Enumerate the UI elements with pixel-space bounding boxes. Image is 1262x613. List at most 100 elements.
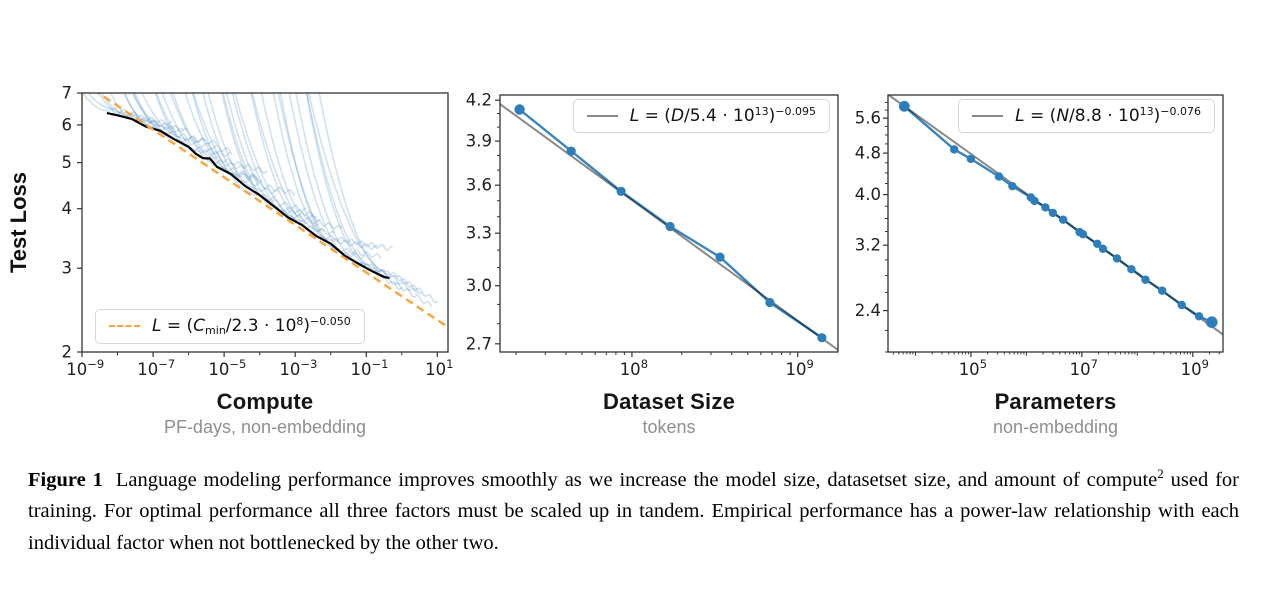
- y-axis-label: Test Loss: [6, 172, 31, 273]
- fit-line: [96, 93, 448, 329]
- data-point: [1127, 265, 1136, 274]
- y-tick-label: 3: [62, 259, 73, 278]
- x-tick-label: 10−1: [351, 357, 389, 379]
- gray-line-sample: [586, 114, 618, 117]
- figure-number: Figure 1: [28, 468, 103, 491]
- params-fit-legend: L = (N/8.8 · 1013)−0.076: [958, 99, 1215, 133]
- orange-dashed-line-sample: [109, 325, 140, 327]
- y-tick-label: 3.3: [466, 224, 492, 243]
- training-curve: [277, 93, 366, 260]
- training-curve: [260, 93, 335, 236]
- data-point: [898, 100, 910, 112]
- y-tick-label: 5.6: [855, 109, 881, 128]
- training-curve: [169, 93, 260, 181]
- training-curve: [251, 93, 393, 251]
- training-curve: [279, 93, 382, 260]
- training-curve: [307, 93, 438, 304]
- compute-loss-chart: 10−9 10−7 10−5 10−3 10−1 101 2 3 4 5 6 7 Test Loss: [6, 84, 453, 380]
- data-point: [715, 252, 725, 262]
- plot-area: [82, 93, 448, 329]
- data-point: [1112, 254, 1122, 263]
- data-point: [817, 333, 827, 343]
- training-curve: [272, 93, 378, 250]
- params-axis-title: Parameters: [994, 389, 1117, 414]
- x-axis: 108 109: [515, 352, 814, 379]
- training-curve: [184, 93, 263, 183]
- y-axis: 2 3 4 5 6 7: [62, 84, 82, 362]
- compute-fit-legend: L = (Cmin/2.3 · 108)−0.050: [95, 309, 365, 344]
- plot-border: [81, 92, 449, 353]
- training-curve: [141, 93, 206, 144]
- caption-superscript: 2: [1157, 466, 1164, 481]
- params-fit-equation: L = (N/8.8 · 1013)−0.076: [1015, 105, 1201, 126]
- data-point: [1158, 286, 1167, 295]
- y-tick-label: 6: [62, 115, 73, 134]
- dataset-fit-equation: L = (D/5.4 · 1013)−0.095: [629, 105, 816, 126]
- y-tick-label: 4: [62, 199, 73, 218]
- data-point: [1093, 239, 1102, 248]
- data-point: [1078, 230, 1088, 239]
- x-tick-label: 10−7: [137, 357, 175, 379]
- training-curve: [109, 93, 153, 126]
- data-point: [994, 172, 1004, 181]
- training-curve: [202, 93, 296, 197]
- data-point: [514, 104, 525, 115]
- dataset-fit-legend: L = (D/5.4 · 1013)−0.095: [572, 99, 830, 133]
- envelope-line: [106, 112, 390, 280]
- data-point: [1030, 196, 1039, 206]
- training-curve: [306, 93, 418, 295]
- training-curve: [124, 93, 174, 134]
- data-point: [966, 154, 976, 164]
- plot-border: [887, 94, 1224, 353]
- data-point: [1059, 215, 1068, 224]
- y-tick-label: 2.4: [855, 301, 881, 320]
- caption-text-after-superscript: used for training. For optimal performan…: [28, 468, 1240, 554]
- x-tick-label: 10−5: [208, 357, 246, 379]
- training-curve: [82, 93, 123, 116]
- training-curve: [172, 93, 268, 174]
- data-point: [1177, 300, 1186, 310]
- dataset-axis-subtitle: tokens: [642, 417, 696, 437]
- training-curve: [123, 93, 161, 127]
- training-curve: [318, 93, 422, 295]
- y-tick-label: 3.0: [466, 276, 492, 295]
- dataset-loss-chart: 108 109 2.7 3.0 3.3 3.6 3.9 4.2: [466, 91, 839, 379]
- data-point: [1008, 182, 1017, 191]
- data-point: [616, 186, 626, 196]
- y-axis: 2.4 3.2 4.0 4.8 5.6: [855, 101, 888, 353]
- y-tick-label: 2: [62, 343, 73, 362]
- data-point: [1206, 316, 1218, 328]
- plot-area: [500, 103, 838, 351]
- data-point: [566, 146, 576, 156]
- x-tick-label: 10−9: [66, 357, 104, 379]
- data-point: [1141, 275, 1150, 284]
- y-tick-label: 4.2: [466, 91, 492, 110]
- x-tick-label: 109: [786, 357, 814, 379]
- y-tick-label: 3.2: [855, 236, 881, 255]
- training-curve: [222, 93, 318, 219]
- x-tick-label: 10−3: [279, 357, 317, 379]
- gray-line-sample: [972, 114, 1004, 117]
- data-point: [1048, 208, 1058, 218]
- x-axis: 105 107 109: [892, 352, 1220, 379]
- dataset-axis-title: Dataset Size: [602, 389, 735, 414]
- params-axis-subtitle: non-embedding: [992, 417, 1119, 437]
- compute-fit-equation: L = (Cmin/2.3 · 108)−0.050: [152, 315, 351, 337]
- data-point: [1098, 244, 1108, 253]
- params-loss-chart: 105 107 109 2.4 3.2 4.0 4.8 5.6: [855, 94, 1224, 379]
- data-point: [765, 297, 775, 308]
- training-curve: [154, 93, 233, 157]
- compute-axis-title: Compute: [216, 389, 314, 414]
- plot-border: [499, 94, 839, 353]
- y-tick-label: 2.7: [466, 334, 492, 353]
- data-point: [665, 221, 675, 232]
- x-tick-label: 109: [1181, 357, 1209, 379]
- figure-caption: Figure 1 Language modeling performance im…: [28, 458, 1239, 559]
- caption-text-before-superscript: Language modeling performance improves s…: [115, 468, 1158, 491]
- training-curve: [250, 93, 325, 233]
- y-tick-label: 4.8: [855, 144, 881, 163]
- y-axis: 2.7 3.0 3.3 3.6 3.9 4.2: [466, 91, 500, 353]
- x-tick-label: 105: [959, 357, 987, 379]
- x-tick-label: 107: [1070, 357, 1098, 379]
